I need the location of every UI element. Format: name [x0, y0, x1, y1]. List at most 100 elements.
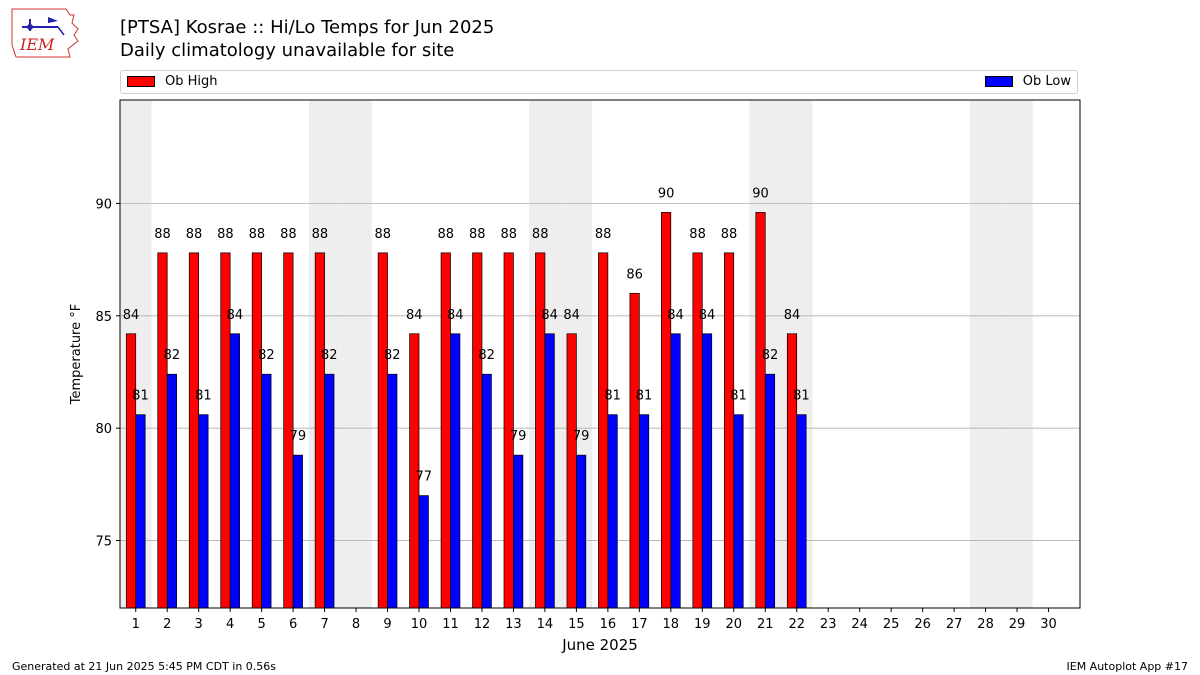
- x-tick-label: 30: [1040, 617, 1057, 632]
- data-label-low: 82: [478, 348, 495, 363]
- data-label-high: 84: [406, 308, 423, 323]
- y-tick-label: 90: [95, 197, 112, 212]
- bar-high: [220, 252, 231, 609]
- x-tick-label: 28: [977, 617, 994, 632]
- x-tick-label: 23: [820, 617, 837, 632]
- x-tick-label: 6: [289, 617, 297, 632]
- data-label-high: 84: [123, 308, 140, 323]
- bar-low: [387, 373, 398, 609]
- y-tick-label: 75: [95, 535, 112, 550]
- x-tick-label: 13: [505, 617, 522, 632]
- iem-logo: IEM: [11, 8, 79, 58]
- x-tick-label: 3: [195, 617, 203, 632]
- bar-high: [188, 252, 200, 609]
- data-label-low: 81: [636, 389, 653, 404]
- data-label-high: 88: [689, 227, 706, 242]
- data-label-low: 81: [604, 389, 621, 404]
- y-tick-label: 85: [95, 310, 112, 325]
- footer-app: IEM Autoplot App #17: [1066, 660, 1189, 673]
- footer-generated: Generated at 21 Jun 2025 5:45 PM CDT in …: [12, 660, 277, 673]
- data-label-low: 82: [164, 348, 181, 363]
- data-label-low: 81: [132, 389, 149, 404]
- data-label-low: 81: [793, 389, 810, 404]
- bar-low: [638, 414, 650, 609]
- x-tick-label: 4: [226, 617, 234, 632]
- data-label-low: 79: [573, 429, 590, 444]
- bar-low: [576, 454, 587, 609]
- bar-low: [229, 333, 240, 609]
- data-label-low: 82: [762, 348, 779, 363]
- bar-low: [796, 414, 807, 609]
- bar-high: [692, 252, 703, 609]
- x-tick-label: 26: [914, 617, 931, 632]
- x-tick-label: 11: [442, 617, 459, 632]
- bar-high: [598, 252, 609, 609]
- y-tick-label: 80: [95, 422, 112, 437]
- data-label-high: 88: [500, 227, 517, 242]
- data-label-high: 90: [658, 186, 675, 201]
- chart-subtitle: Daily climatology unavailable for site: [120, 40, 455, 61]
- bar-low: [701, 333, 713, 609]
- data-label-low: 84: [227, 308, 244, 323]
- bar-low: [198, 414, 209, 609]
- bar-low: [418, 495, 429, 609]
- data-label-high: 88: [217, 227, 234, 242]
- logo-text: IEM: [19, 35, 55, 54]
- bar-high: [440, 252, 451, 609]
- bar-low: [481, 373, 492, 609]
- data-label-high: 88: [249, 227, 266, 242]
- data-label-high: 88: [280, 227, 297, 242]
- bar-high: [251, 252, 262, 609]
- data-label-low: 82: [384, 348, 401, 363]
- data-label-low: 84: [699, 308, 716, 323]
- data-label-low: 81: [730, 389, 747, 404]
- x-tick-label: 21: [757, 617, 774, 632]
- data-label-high: 90: [752, 186, 769, 201]
- data-label-high: 88: [186, 227, 203, 242]
- y-axis-label: Temperature °F: [69, 304, 84, 405]
- legend-swatch-low: [984, 76, 1013, 87]
- x-tick-label: 19: [694, 617, 711, 632]
- bar-high: [786, 333, 798, 609]
- data-label-low: 79: [290, 429, 307, 444]
- bar-low: [261, 373, 272, 609]
- data-label-high: 88: [595, 227, 612, 242]
- x-tick-label: 1: [132, 617, 140, 632]
- x-tick-label: 7: [320, 617, 328, 632]
- data-label-high: 88: [154, 227, 171, 242]
- x-tick-label: 22: [788, 617, 805, 632]
- bar-low: [324, 373, 335, 609]
- bar-high: [472, 252, 483, 609]
- x-tick-label: 8: [352, 617, 360, 632]
- x-tick-label: 17: [631, 617, 648, 632]
- data-label-low: 84: [541, 308, 558, 323]
- data-label-high: 86: [626, 267, 643, 282]
- weekend-band: [340, 100, 372, 608]
- bar-low: [607, 414, 618, 609]
- data-label-high: 88: [375, 227, 392, 242]
- data-label-high: 88: [469, 227, 486, 242]
- plot-frame: [119, 99, 1081, 609]
- data-label-high: 88: [532, 227, 549, 242]
- x-tick-label: 14: [537, 617, 554, 632]
- bar-high: [566, 333, 577, 609]
- data-label-low: 84: [447, 308, 464, 323]
- bar-low: [544, 333, 555, 609]
- data-label-high: 84: [563, 308, 580, 323]
- x-tick-label: 16: [600, 617, 617, 632]
- legend-label-low: Ob Low: [1022, 74, 1071, 89]
- x-tick-label: 12: [474, 617, 491, 632]
- x-tick-label: 18: [663, 617, 680, 632]
- bar-low: [135, 414, 146, 609]
- bar-low: [292, 454, 303, 609]
- legend-item-low: Ob Low: [984, 74, 1071, 89]
- weekend-band: [969, 100, 1002, 608]
- x-tick-label: 25: [883, 617, 900, 632]
- bar-high: [157, 252, 168, 609]
- data-label-low: 77: [415, 470, 432, 485]
- data-label-low: 79: [510, 429, 527, 444]
- legend-label-high: Ob High: [165, 74, 218, 89]
- x-tick-label: 27: [946, 617, 963, 632]
- data-label-low: 81: [195, 389, 212, 404]
